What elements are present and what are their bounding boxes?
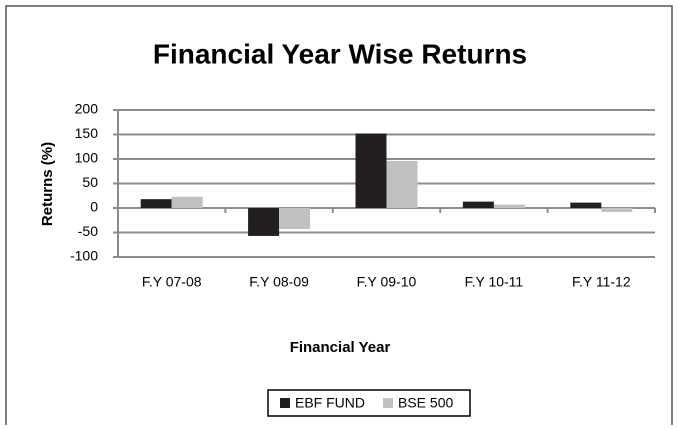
y-tick-label: 150: [75, 125, 99, 141]
bar: [570, 202, 602, 208]
chart-title: Financial Year Wise Returns: [153, 38, 527, 69]
y-tick-label: 0: [90, 199, 98, 215]
legend-swatch: [280, 398, 290, 408]
legend-box: [267, 389, 471, 417]
y-tick-label: -50: [78, 223, 98, 239]
y-tick-label: 100: [75, 150, 99, 166]
bar: [601, 208, 633, 212]
legend-label: EBF FUND: [295, 395, 365, 411]
x-axis-label: Financial Year: [290, 339, 391, 356]
y-tick-label: -100: [70, 248, 98, 264]
x-tick-label: F.Y 10-11: [465, 274, 524, 290]
y-tick-label: 200: [75, 101, 99, 117]
bar: [355, 133, 387, 208]
bar: [140, 199, 172, 208]
bar: [462, 201, 494, 208]
bar: [171, 196, 203, 208]
legend-label: BSE 500: [398, 395, 453, 411]
x-tick-label: F.Y 09-10: [357, 274, 417, 290]
y-tick-label: 50: [82, 174, 98, 190]
bar: [248, 208, 280, 236]
bar: [279, 208, 311, 230]
x-tick-label: F.Y 07-08: [142, 274, 202, 290]
bar: [493, 204, 525, 208]
x-tick-label: F.Y 11-12: [572, 274, 631, 290]
legend-swatch: [383, 398, 393, 408]
x-tick-label: F.Y 08-09: [249, 274, 309, 290]
y-axis-label: Returns (%): [39, 142, 56, 226]
bar: [386, 160, 418, 208]
